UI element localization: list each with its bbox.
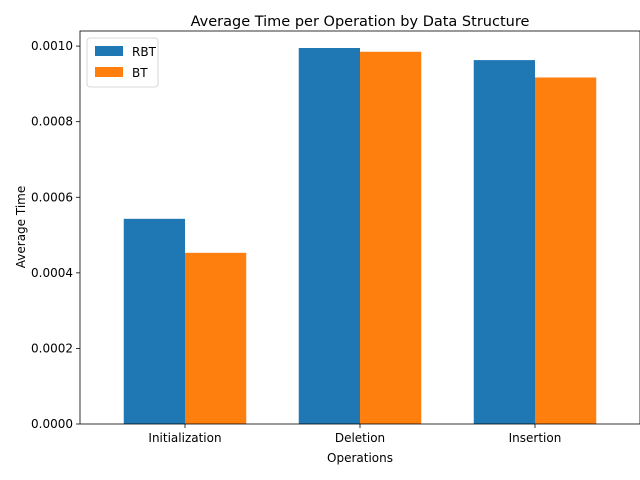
x-tick-label: Initialization (148, 431, 221, 445)
bar-rbt-initialization (123, 218, 185, 424)
y-tick-label: 0.0004 (31, 266, 73, 280)
y-tick-label: 0.0002 (31, 341, 73, 355)
x-tick-label: Insertion (509, 431, 562, 445)
bar-rbt-deletion (298, 48, 360, 424)
legend-label-bt: BT (132, 66, 148, 80)
legend-label-rbt: RBT (132, 45, 157, 59)
bar-bt-deletion (360, 51, 422, 424)
y-tick-label: 0.0006 (31, 190, 73, 204)
y-axis-label: Average Time (14, 186, 28, 268)
bar-bt-insertion (535, 77, 597, 424)
legend: RBT BT (86, 37, 159, 88)
x-axis-ticks: Initialization Deletion Insertion (148, 424, 561, 445)
x-tick-label: Deletion (335, 431, 385, 445)
y-axis-ticks: 0.0000 0.0002 0.0004 0.0006 0.0008 0.0010 (31, 39, 80, 431)
plot-frame (79, 30, 640, 425)
legend-swatch-bt (95, 67, 123, 77)
bars-group (123, 48, 597, 424)
y-tick-label: 0.0010 (31, 39, 73, 53)
chart-title: Average Time per Operation by Data Struc… (191, 14, 530, 30)
x-axis-label: Operations (327, 451, 393, 465)
bar-rbt-insertion (473, 60, 535, 424)
legend-swatch-rbt (95, 46, 123, 56)
bar-bt-initialization (185, 252, 247, 424)
y-tick-label: 0.0000 (31, 417, 73, 431)
y-tick-label: 0.0008 (31, 115, 73, 129)
